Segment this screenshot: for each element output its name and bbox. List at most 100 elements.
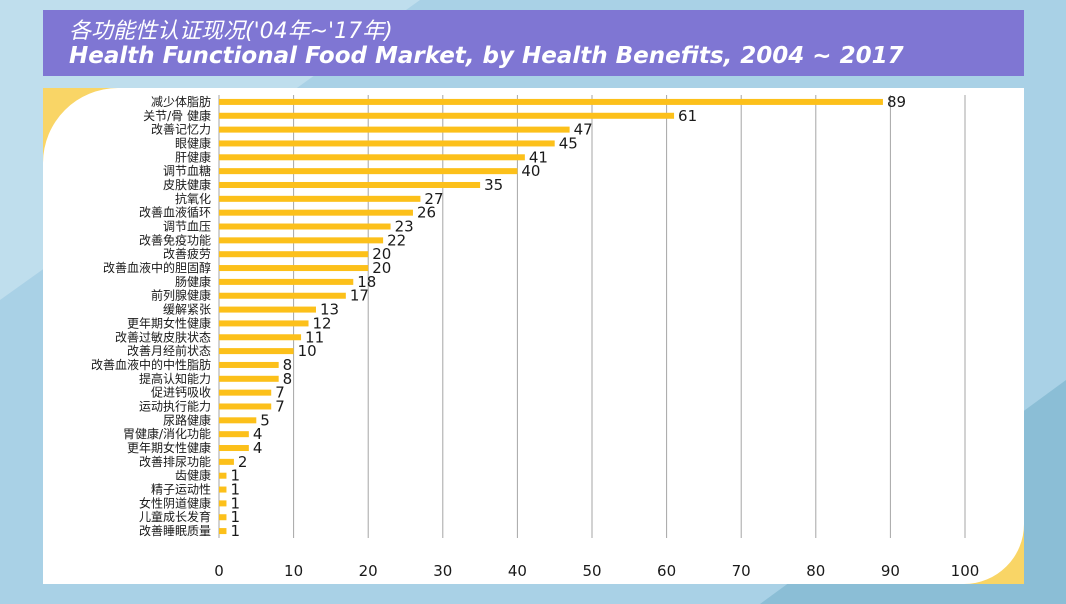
category-label: 改善记忆力 (151, 122, 211, 137)
category-label: 调节血压 (163, 220, 211, 234)
x-tick-label: 90 (881, 562, 900, 580)
value-label: 1 (230, 494, 240, 512)
category-label: 改善睡眠质量 (139, 523, 211, 538)
bar (219, 112, 675, 119)
bar (219, 154, 525, 161)
value-label: 47 (574, 121, 593, 139)
bar (219, 361, 279, 368)
bar (219, 472, 227, 479)
category-label: 改善血液循环 (139, 205, 211, 220)
value-label: 1 (230, 508, 240, 526)
value-label: 4 (253, 439, 263, 457)
category-label: 皮肤健康 (163, 177, 211, 192)
category-label: 尿路健康 (163, 412, 211, 427)
category-label: 改善免疫功能 (139, 232, 211, 247)
value-label: 35 (484, 176, 503, 194)
bar (219, 375, 279, 382)
x-tick-label: 30 (433, 562, 452, 580)
x-tick-label: 60 (657, 562, 676, 580)
bar (219, 458, 234, 465)
category-label: 改善月经前状态 (127, 343, 211, 358)
value-label: 17 (350, 287, 369, 305)
bar (219, 417, 257, 424)
x-tick-label: 10 (284, 562, 303, 580)
x-tick-label: 20 (359, 562, 378, 580)
category-label: 胃健康/消化功能 (123, 426, 211, 441)
category-label: 更年期女性健康 (127, 315, 211, 330)
value-label: 27 (424, 190, 443, 208)
category-label: 运动执行能力 (139, 399, 211, 413)
category-label: 改善血液中的胆固醇 (103, 260, 211, 275)
title-banner: 各功能性认证现况('04年~'17年) Health Functional Fo… (43, 10, 1024, 76)
value-label: 22 (387, 231, 406, 249)
category-label: 眼健康 (175, 135, 211, 150)
value-label: 7 (275, 397, 285, 415)
bar (219, 500, 227, 507)
value-label: 4 (253, 425, 263, 443)
bar (219, 403, 272, 410)
category-label: 调节血糖 (163, 163, 211, 178)
category-label: 促进钙吸收 (151, 386, 211, 400)
labels: 0 10 20 30 40 50 60 70 80 90 100 减少体脂肪 89 关节/骨 健康 61 改善… (91, 93, 979, 580)
bar (219, 431, 249, 438)
category-label: 改善过敏皮肤状态 (115, 329, 211, 344)
bar (219, 320, 309, 327)
chart-panel: 0 10 20 30 40 50 60 70 80 90 100 减少体脂肪 89 关节/骨 健康 61 改善… (43, 88, 1024, 584)
bar (219, 209, 413, 216)
value-label: 18 (357, 273, 376, 291)
value-label: 40 (521, 162, 540, 180)
bar (219, 265, 369, 272)
value-label: 89 (887, 93, 906, 111)
value-label: 61 (678, 107, 697, 125)
bar (219, 278, 354, 285)
x-tick-label: 100 (951, 562, 980, 580)
value-label: 11 (305, 328, 324, 346)
value-label: 5 (260, 411, 270, 429)
value-label: 26 (417, 204, 436, 222)
value-label: 1 (230, 481, 240, 499)
category-label: 改善疲劳 (163, 246, 211, 261)
bar (219, 181, 481, 188)
category-label: 女性阴道健康 (139, 495, 211, 510)
bar (219, 486, 227, 493)
title-chinese: 各功能性认证现况('04年~'17年) (69, 19, 393, 44)
panel-corner-top-left (43, 88, 118, 163)
bar (219, 237, 384, 244)
x-tick-label: 70 (732, 562, 751, 580)
bar (219, 514, 227, 521)
category-label: 肝健康 (175, 149, 211, 164)
value-label: 7 (275, 384, 285, 402)
panel-corner-bottom-right (964, 524, 1024, 584)
value-label: 12 (313, 314, 332, 332)
category-label: 减少体脂肪 (151, 94, 211, 109)
bars (219, 98, 883, 535)
bar (219, 223, 391, 230)
category-label: 精子运动性 (151, 483, 211, 497)
bar (219, 292, 346, 299)
value-label: 2 (238, 453, 248, 471)
bar (219, 348, 294, 355)
bar (219, 98, 883, 105)
category-label: 改善排尿功能 (139, 454, 211, 469)
category-label: 提高认知能力 (139, 371, 211, 386)
value-label: 41 (529, 148, 548, 166)
value-label: 13 (320, 301, 339, 319)
bar-chart: 0 10 20 30 40 50 60 70 80 90 100 减少体脂肪 89 关节/骨 健康 61 改善… (43, 88, 1024, 584)
value-label: 20 (372, 245, 391, 263)
bar (219, 389, 272, 396)
bar (219, 528, 227, 535)
bar (219, 168, 518, 175)
x-tick-label: 50 (582, 562, 601, 580)
bar (219, 140, 555, 147)
title-english: Health Functional Food Market, by Health… (69, 43, 904, 69)
value-label: 1 (230, 467, 240, 485)
value-label: 8 (283, 356, 293, 374)
category-label: 肠健康 (175, 274, 211, 289)
category-label: 缓解紧张 (163, 303, 211, 317)
value-label: 20 (372, 259, 391, 277)
category-label: 抗氧化 (175, 191, 211, 206)
category-label: 改善血液中的中性脂肪 (91, 357, 211, 372)
category-label: 更年期女性健康 (127, 440, 211, 455)
x-tick-label: 40 (508, 562, 527, 580)
value-label: 1 (230, 522, 240, 540)
